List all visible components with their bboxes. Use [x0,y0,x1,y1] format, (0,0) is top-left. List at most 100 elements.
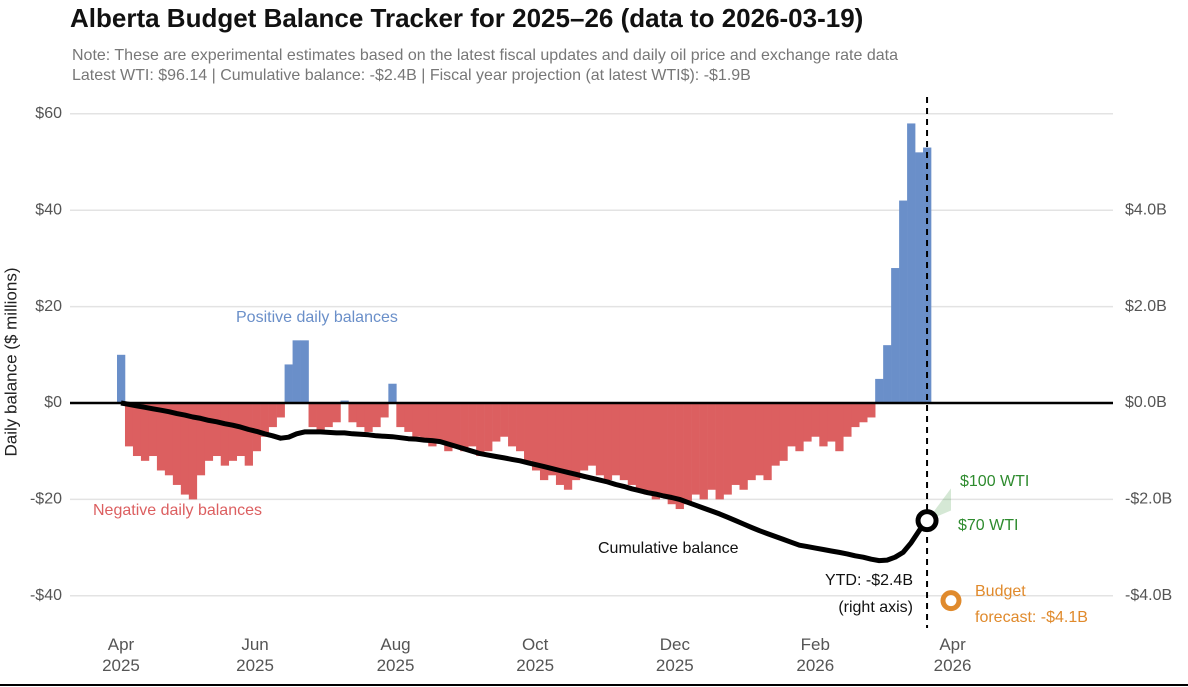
bar [627,403,637,485]
bar [388,383,397,403]
x-tick-label: Dec 2025 [655,635,694,675]
endpoint [915,509,939,533]
bar [212,403,222,457]
bar [444,403,453,452]
bar [452,403,461,447]
y-tick-label: -$20 [30,491,62,508]
bar [867,403,876,418]
x-tick-label: Feb 2026 [796,635,835,675]
bar [811,403,820,437]
bar [571,403,581,481]
bar [635,403,645,490]
scenario-label: $100 WTI [960,473,1029,490]
bar [404,403,413,432]
bar [547,403,557,476]
bar [316,403,325,432]
bar [763,403,772,481]
bar [899,200,908,403]
bar [595,403,605,476]
bar [907,123,916,403]
bar [859,403,868,423]
bar [508,403,517,447]
bar [779,403,788,461]
bar [691,403,700,495]
bar [579,403,589,471]
bar [196,403,206,476]
bar [683,403,692,505]
bar [755,403,764,476]
bar [188,403,198,500]
bar [476,403,485,457]
bar [332,403,341,423]
bar [492,403,501,442]
bar [524,403,533,461]
bar [117,354,126,403]
bar [132,403,142,457]
bar [156,403,166,471]
bar [803,403,812,442]
bar [747,403,756,481]
bar [819,403,828,447]
bar [619,403,629,481]
budget-forecast-label: Budget forecast: -$4.1B [975,583,1088,626]
y-tick-label: -$40 [30,587,62,604]
bar [300,340,309,403]
bar [915,152,924,403]
bar [324,403,333,428]
bar [380,403,389,418]
bar [827,403,836,442]
bar [555,403,565,485]
bar [292,340,301,403]
annotation: Cumulative balance [598,540,739,557]
bar [420,403,429,442]
bar [739,403,748,490]
bar [587,403,597,466]
bar [875,378,884,403]
annotation: (right axis) [838,599,913,616]
cumulative-line [120,400,929,564]
bar [516,403,525,452]
bar [244,403,253,466]
bar [795,403,804,452]
chart-title: Alberta Budget Balance Tracker for 2025–… [70,3,863,33]
x-tick-label: Aug 2025 [376,635,415,675]
bar [787,403,796,447]
annotation: Negative daily balances [93,502,262,519]
x-tick-label: Apr 2026 [933,635,972,675]
bar [651,403,660,500]
bar [140,403,150,461]
bar [268,403,277,428]
bar [172,403,182,485]
y2-tick-label: $2.0B [1125,298,1167,315]
bar [460,403,469,452]
bar [396,403,405,428]
budget-forecast-point [940,590,962,612]
bar [220,403,230,466]
y2-tick-label: $0.0B [1125,394,1167,411]
x-tick-label: Oct 2025 [516,635,555,675]
bar [667,403,676,505]
bar [891,268,900,403]
y2-tick-label: -$2.0B [1125,491,1172,508]
bar [707,403,716,490]
y-axis-label: Daily balance ($ millions) [1,268,20,457]
bar [356,403,365,428]
bar [436,403,445,442]
bar [252,403,261,452]
x-tick-label: Jun 2025 [236,635,274,675]
bar [372,403,381,428]
bar [659,403,668,495]
y-tick-label: $20 [35,298,62,315]
bar [364,403,373,432]
bar [308,403,317,428]
bar [603,403,613,481]
bar [731,403,740,485]
bar [851,403,860,428]
bar [835,403,844,452]
y-tick-label: $40 [35,201,62,218]
x-tick-label: Apr 2025 [102,635,140,675]
bar [228,403,238,461]
bar [348,403,357,423]
y-tick-label: $0 [44,394,62,411]
